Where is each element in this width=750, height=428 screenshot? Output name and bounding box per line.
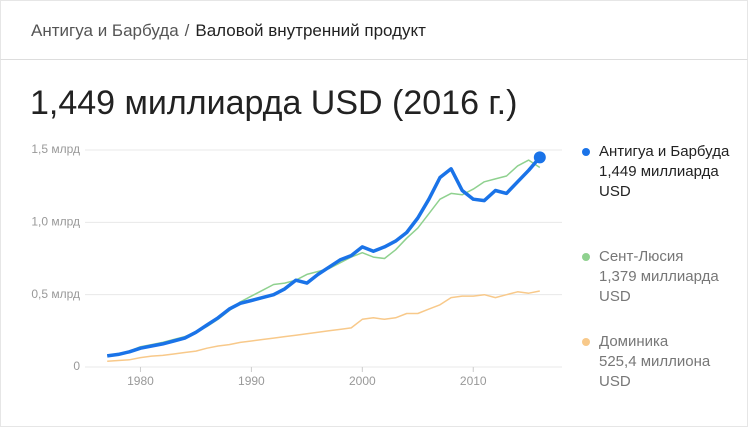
legend-dot: [582, 338, 590, 346]
legend-item[interactable]: Антигуа и Барбуда 1,449 миллиарда USD: [582, 142, 732, 202]
y-tick-label: 1,0 млрд: [31, 215, 80, 229]
headline: 1,449 миллиарда USD (2016 г.): [30, 84, 518, 122]
x-tick-label: 1990: [238, 374, 265, 388]
header: Антигуа и Барбуда / Валовой внутренний про…: [0, 0, 748, 60]
legend-value: 525,4 миллиона USD: [599, 353, 711, 390]
x-tick-label: 2010: [460, 374, 487, 388]
legend-value: 1,379 миллиарда USD: [599, 268, 719, 305]
legend-name: Антигуа и Барбуда: [599, 143, 730, 160]
series-line: [106, 156, 542, 358]
separator: /: [184, 21, 190, 40]
endpoint: [533, 151, 546, 164]
legend-name: Сент-Люсия: [599, 248, 684, 265]
legend-dot: [582, 148, 590, 156]
series-line: [107, 290, 540, 362]
legend-item[interactable]: Доминика 525,4 миллиона USD: [582, 332, 732, 392]
legend-name: Доминика: [599, 333, 669, 350]
x-tick-label: 1980: [127, 374, 154, 388]
series-line: [107, 159, 541, 357]
legend-text: Антигуа и Барбуда 1,449 миллиарда USD: [599, 142, 732, 202]
legend-text: Доминика 525,4 миллиона USD: [599, 332, 732, 392]
legend-value: 1,449 миллиарда USD: [599, 163, 719, 200]
x-tick-label: 2000: [349, 374, 376, 388]
legend-item[interactable]: Сент-Люсия 1,379 миллиарда USD: [582, 247, 732, 307]
legend-text: Сент-Люсия 1,379 миллиарда USD: [599, 247, 732, 307]
y-tick-label: 0,5 млрд: [31, 287, 80, 301]
topic: Валовой внутренний продукт: [195, 21, 426, 40]
y-tick-label: 1,5 млрд: [31, 142, 80, 156]
breadcrumb[interactable]: Антигуа и Барбуда: [31, 21, 179, 40]
y-tick-label: 0: [73, 359, 80, 373]
legend-dot: [582, 253, 590, 261]
